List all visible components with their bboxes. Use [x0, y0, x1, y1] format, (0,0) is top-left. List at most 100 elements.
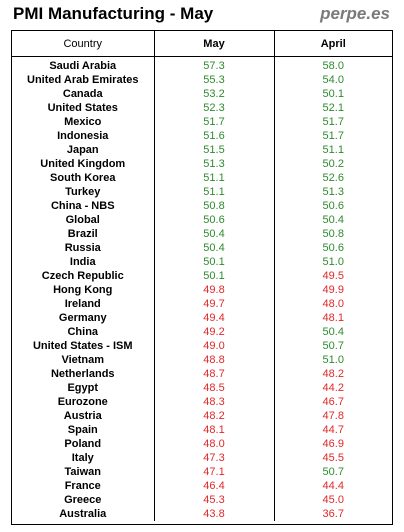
- may-value-cell: 47.3: [153, 451, 274, 465]
- country-cell: Brazil: [67, 228, 98, 240]
- country-cell: Greece: [64, 494, 102, 506]
- april-value-cell: 50.1: [273, 87, 392, 101]
- april-value-cell: 51.7: [273, 115, 392, 129]
- table-row: India 50.1 51.0: [12, 255, 392, 269]
- table-row: Global 50.6 50.4: [12, 213, 392, 227]
- may-value-cell: 51.3: [153, 157, 274, 171]
- table-row: Czech Republic 50.1 49.5: [12, 269, 392, 283]
- may-value-cell: 51.7: [153, 115, 274, 129]
- may-value-cell: 50.1: [153, 255, 274, 269]
- april-value-cell: 51.0: [273, 353, 392, 367]
- country-cell: Mexico: [64, 116, 102, 128]
- april-value-cell: 46.9: [273, 437, 392, 451]
- table-row: Austria 48.2 47.8: [12, 409, 392, 423]
- april-value-cell: 58.0: [273, 56, 392, 73]
- table-row: South Korea 51.1 52.6: [12, 171, 392, 185]
- country-cell: United States: [47, 102, 118, 114]
- table-row: United States 52.3 52.1: [12, 101, 392, 115]
- april-value-cell: 51.1: [273, 143, 392, 157]
- may-value-cell: 48.3: [153, 395, 274, 409]
- table-row: Poland 48.0 46.9: [12, 437, 392, 451]
- country-cell: Japan: [66, 144, 99, 156]
- country-cell: China: [67, 326, 99, 338]
- table-row: Netherlands 48.7 48.2: [12, 367, 392, 381]
- country-cell: United Kingdom: [40, 158, 126, 170]
- april-value-cell: 54.0: [273, 73, 392, 87]
- april-value-cell: 49.9: [273, 283, 392, 297]
- country-cell: Hong Kong: [53, 284, 113, 296]
- may-value-cell: 48.5: [153, 381, 274, 395]
- table-body: Saudi Arabia 57.3 58.0 United Arab Emirates…: [12, 56, 392, 521]
- country-cell: Poland: [64, 438, 102, 450]
- country-cell: Global: [65, 214, 100, 226]
- april-value-cell: 44.4: [273, 479, 392, 493]
- country-cell: Eurozone: [57, 396, 108, 408]
- table-row: China - NBS 50.8 50.6: [12, 199, 392, 213]
- table-row: United Arab Emirates 55.3 54.0: [12, 73, 392, 87]
- may-value-cell: 49.0: [153, 339, 274, 353]
- may-value-cell: 43.8: [153, 507, 274, 521]
- may-value-cell: 57.3: [153, 56, 274, 73]
- table-row: United Kingdom 51.3 50.2: [12, 157, 392, 171]
- column-header-april: April: [273, 31, 392, 57]
- table-row: Canada 53.2 50.1: [12, 87, 392, 101]
- column-header-country: Country: [12, 31, 154, 57]
- april-value-cell: 44.2: [273, 381, 392, 395]
- april-value-cell: 48.0: [273, 297, 392, 311]
- may-value-cell: 50.4: [153, 241, 274, 255]
- may-value-cell: 48.7: [153, 367, 274, 381]
- april-value-cell: 48.2: [273, 367, 392, 381]
- april-value-cell: 50.4: [273, 213, 392, 227]
- table-row: Italy 47.3 45.5: [12, 451, 392, 465]
- april-value-cell: 51.3: [273, 185, 392, 199]
- country-cell: Germany: [58, 312, 107, 324]
- table-row: Egypt 48.5 44.2: [12, 381, 392, 395]
- may-value-cell: 45.3: [153, 493, 274, 507]
- country-cell: Turkey: [65, 186, 101, 198]
- country-cell: Italy: [71, 452, 94, 464]
- may-value-cell: 55.3: [153, 73, 274, 87]
- may-value-cell: 47.1: [153, 465, 274, 479]
- may-value-cell: 49.4: [153, 311, 274, 325]
- country-cell: Spain: [67, 424, 98, 436]
- country-cell: Egypt: [67, 382, 99, 394]
- april-value-cell: 45.5: [273, 451, 392, 465]
- april-value-cell: 44.7: [273, 423, 392, 437]
- april-value-cell: 48.1: [273, 311, 392, 325]
- country-cell: Czech Republic: [41, 270, 124, 282]
- country-cell: United States - ISM: [32, 340, 133, 352]
- column-header-may: May: [153, 31, 274, 57]
- april-value-cell: 50.6: [273, 199, 392, 213]
- country-cell: United Arab Emirates: [27, 74, 139, 86]
- table-row: Brazil 50.4 50.8: [12, 227, 392, 241]
- country-cell: India: [69, 256, 96, 268]
- table-row: Indonesia 51.6 51.7: [12, 129, 392, 143]
- table-row: Mexico 51.7 51.7: [12, 115, 392, 129]
- country-cell: Austria: [63, 410, 102, 422]
- april-value-cell: 50.7: [273, 339, 392, 353]
- country-cell: Canada: [62, 88, 103, 100]
- april-value-cell: 45.0: [273, 493, 392, 507]
- table-row: Spain 48.1 44.7: [12, 423, 392, 437]
- april-value-cell: 47.8: [273, 409, 392, 423]
- april-value-cell: 52.1: [273, 101, 392, 115]
- table-row: Vietnam 48.8 51.0: [12, 353, 392, 367]
- table-row: China 49.2 50.4: [12, 325, 392, 339]
- may-value-cell: 50.4: [153, 227, 274, 241]
- table-row: Taiwan 47.1 50.7: [12, 465, 392, 479]
- country-cell: Russia: [64, 242, 101, 254]
- april-value-cell: 50.8: [273, 227, 392, 241]
- may-value-cell: 51.1: [153, 171, 274, 185]
- may-value-cell: 48.2: [153, 409, 274, 423]
- may-value-cell: 52.3: [153, 101, 274, 115]
- pmi-table-container: Country May April Saudi Arabia 57.3 58.0 Un…: [11, 30, 393, 525]
- april-value-cell: 51.0: [273, 255, 392, 269]
- april-value-cell: 52.6: [273, 171, 392, 185]
- country-cell: Netherlands: [50, 368, 115, 380]
- may-value-cell: 53.2: [153, 87, 274, 101]
- country-cell: Taiwan: [64, 466, 101, 478]
- table-row: Russia 50.4 50.6: [12, 241, 392, 255]
- may-value-cell: 50.8: [153, 199, 274, 213]
- page-title: PMI Manufacturing - May: [13, 4, 214, 23]
- may-value-cell: 46.4: [153, 479, 274, 493]
